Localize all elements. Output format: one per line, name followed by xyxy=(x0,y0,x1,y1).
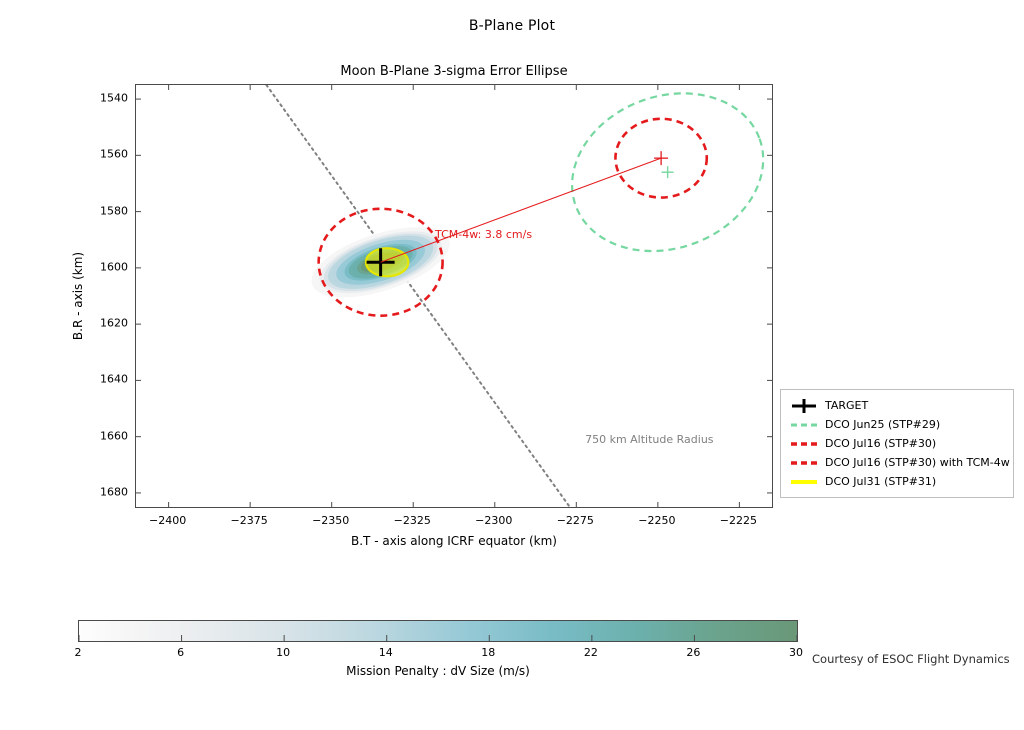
x-axis-label: B.T - axis along ICRF equator (km) xyxy=(135,534,773,548)
x-tick-label: −2300 xyxy=(475,514,512,527)
y-axis-label: B.R - axis (km) xyxy=(71,252,85,340)
x-tick-label: −2325 xyxy=(394,514,431,527)
figure-title: B-Plane Plot xyxy=(0,18,1024,34)
colorbar-tick-label: 14 xyxy=(379,646,393,659)
colorbar-tick-label: 10 xyxy=(276,646,290,659)
legend-swatch xyxy=(789,399,819,413)
y-tick-label: 1580 xyxy=(100,204,128,217)
colorbar-tick-label: 6 xyxy=(177,646,184,659)
colorbar-tick-label: 26 xyxy=(686,646,700,659)
plot-legend: TARGET DCO Jun25 (STP#29) DCO Jul16 (STP#3… xyxy=(780,389,1014,498)
legend-swatch xyxy=(789,456,819,470)
y-tick-label: 1660 xyxy=(100,429,128,442)
x-tick-label: −2250 xyxy=(638,514,675,527)
colorbar-gradient xyxy=(79,621,797,641)
legend-swatch xyxy=(789,418,819,432)
y-tick-label: 1640 xyxy=(100,373,128,386)
colorbar-label: Mission Penalty : dV Size (m/s) xyxy=(78,664,798,678)
legend-label: DCO Jul16 (STP#30) xyxy=(825,437,936,450)
y-tick-label: 1620 xyxy=(100,317,128,330)
legend-swatch xyxy=(789,437,819,451)
y-tick-label: 1680 xyxy=(100,485,128,498)
colorbar-tick-label: 30 xyxy=(789,646,803,659)
credit-text: Courtesy of ESOC Flight Dynamics xyxy=(812,652,1010,666)
colorbar xyxy=(78,620,798,642)
legend-row: TARGET xyxy=(789,396,1005,415)
legend-row: DCO Jul31 (STP#31) xyxy=(789,472,1005,491)
legend-label: DCO Jul31 (STP#31) xyxy=(825,475,936,488)
legend-row: DCO Jun25 (STP#29) xyxy=(789,415,1005,434)
tcm-annotation: TCM-4w: 3.8 cm/s xyxy=(435,228,532,241)
legend-label: TARGET xyxy=(825,399,868,412)
x-tick-label: −2350 xyxy=(312,514,349,527)
colorbar-tick-label: 18 xyxy=(481,646,495,659)
y-tick-label: 1560 xyxy=(100,148,128,161)
y-tick-label: 1540 xyxy=(100,92,128,105)
axes-title: Moon B-Plane 3-sigma Error Ellipse xyxy=(135,64,773,79)
legend-label: DCO Jun25 (STP#29) xyxy=(825,418,940,431)
legend-swatch xyxy=(789,475,819,489)
legend-label: DCO Jul16 (STP#30) with TCM-4w xyxy=(825,456,1010,469)
legend-row: DCO Jul16 (STP#30) xyxy=(789,434,1005,453)
colorbar-tick-label: 2 xyxy=(75,646,82,659)
x-tick-label: −2375 xyxy=(231,514,268,527)
y-tick-label: 1600 xyxy=(100,260,128,273)
colorbar-tick-label: 22 xyxy=(584,646,598,659)
altitude-annotation: 750 km Altitude Radius xyxy=(585,433,713,446)
x-tick-label: −2275 xyxy=(557,514,594,527)
legend-row: DCO Jul16 (STP#30) with TCM-4w xyxy=(789,453,1005,472)
bplane-figure: B-Plane Plot Moon B-Plane 3-sigma Error … xyxy=(0,0,1024,730)
x-tick-label: −2225 xyxy=(720,514,757,527)
x-tick-label: −2400 xyxy=(149,514,186,527)
